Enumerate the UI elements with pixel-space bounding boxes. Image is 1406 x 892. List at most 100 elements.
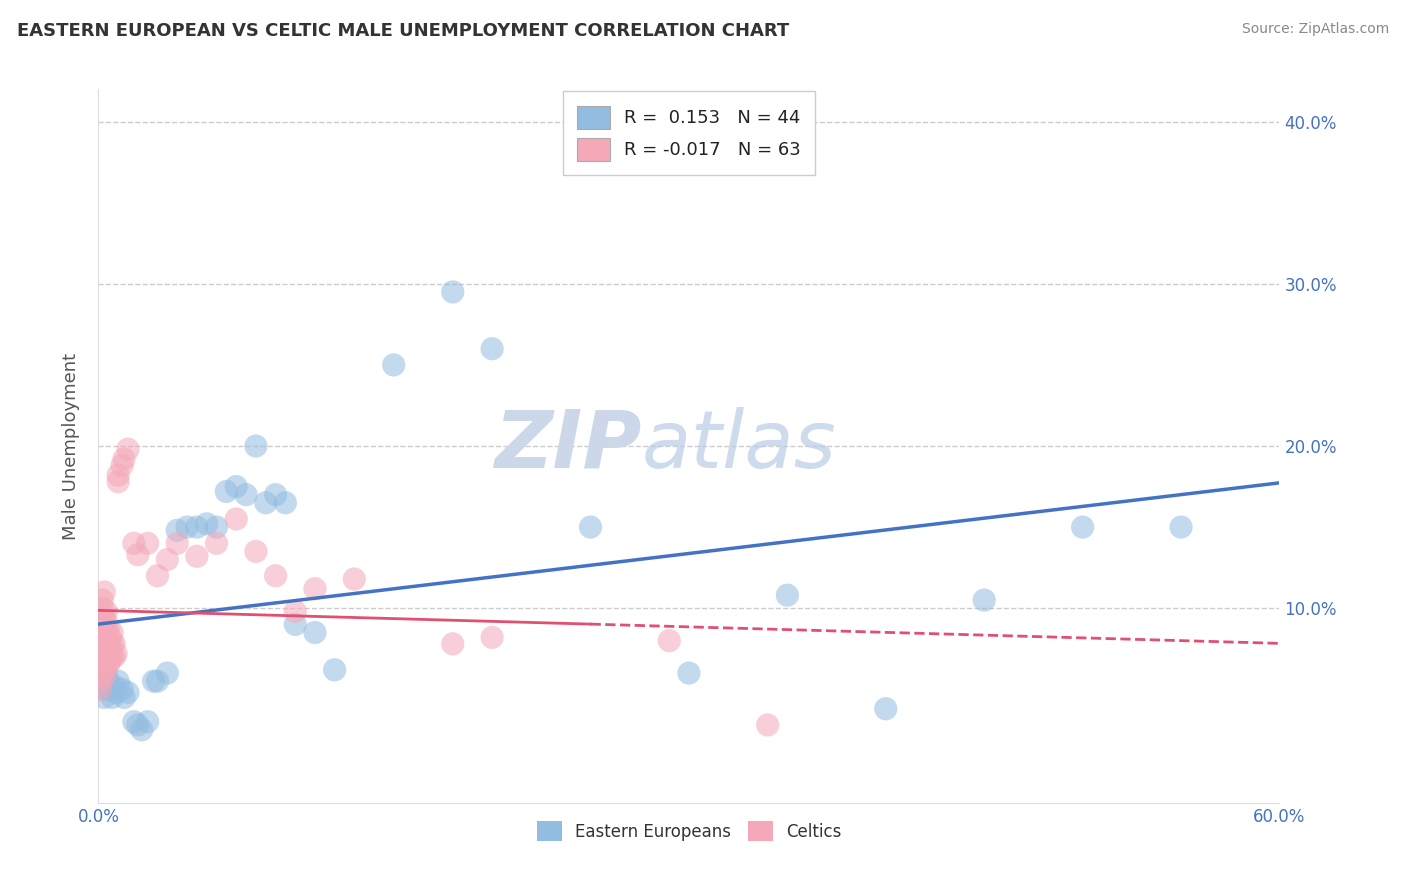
Point [304,582,326,596]
Point [107,468,129,483]
Point [284,604,307,618]
Point [131,723,153,737]
Point [91,641,114,656]
Point [122,714,145,729]
Point [89,682,111,697]
Point [343,572,366,586]
Point [382,358,405,372]
Point [146,674,169,689]
Point [323,663,346,677]
Point [274,496,297,510]
Point [103,649,125,664]
Point [91,609,114,624]
Point [254,496,277,510]
Point [93,631,115,645]
Point [93,621,115,635]
Text: EASTERN EUROPEAN VS CELTIC MALE UNEMPLOYMENT CORRELATION CHART: EASTERN EUROPEAN VS CELTIC MALE UNEMPLOY… [17,22,789,40]
Point [91,649,114,664]
Point [156,552,179,566]
Point [205,536,228,550]
Point [481,342,503,356]
Point [91,625,114,640]
Point [441,285,464,299]
Point [97,674,120,689]
Point [205,520,228,534]
Point [103,679,125,693]
Point [166,536,188,550]
Point [166,524,188,538]
Point [776,588,799,602]
Point [97,657,120,672]
Point [225,479,247,493]
Point [111,458,134,473]
Point [186,549,208,564]
Point [101,690,124,705]
Y-axis label: Male Unemployment: Male Unemployment [62,352,80,540]
Point [105,647,128,661]
Point [91,633,114,648]
Point [136,714,159,729]
Point [101,649,124,664]
Point [98,653,121,667]
Point [93,585,115,599]
Point [176,520,198,534]
Point [875,702,897,716]
Point [91,666,114,681]
Point [678,666,700,681]
Point [658,633,681,648]
Point [117,685,139,699]
Point [97,633,120,648]
Point [107,674,129,689]
Point [107,475,129,489]
Point [1071,520,1094,534]
Point [112,690,135,705]
Point [264,568,287,582]
Point [117,442,139,457]
Point [112,452,135,467]
Point [105,685,128,699]
Text: Source: ZipAtlas.com: Source: ZipAtlas.com [1241,22,1389,37]
Point [235,488,257,502]
Point [97,622,120,636]
Point [93,647,115,661]
Point [96,604,118,618]
Point [93,653,115,667]
Point [579,520,602,534]
Point [756,718,779,732]
Point [156,666,179,681]
Point [91,593,114,607]
Point [89,674,111,689]
Point [481,631,503,645]
Point [89,657,111,672]
Point [93,669,115,683]
Point [111,682,134,697]
Point [91,601,114,615]
Point [304,625,326,640]
Point [96,614,118,628]
Point [96,625,118,640]
Text: ZIP: ZIP [495,407,641,485]
Text: atlas: atlas [641,407,837,485]
Point [284,617,307,632]
Point [91,682,114,697]
Point [97,641,120,656]
Point [103,637,125,651]
Point [101,625,124,640]
Point [96,633,118,648]
Point [127,718,149,732]
Point [245,439,267,453]
Point [96,641,118,656]
Point [98,682,121,697]
Point [195,516,218,531]
Point [441,637,464,651]
Point [264,488,287,502]
Point [225,512,247,526]
Point [93,613,115,627]
Point [122,536,145,550]
Point [93,663,115,677]
Point [973,593,995,607]
Point [93,637,115,651]
Point [215,484,238,499]
Point [136,536,159,550]
Point [127,548,149,562]
